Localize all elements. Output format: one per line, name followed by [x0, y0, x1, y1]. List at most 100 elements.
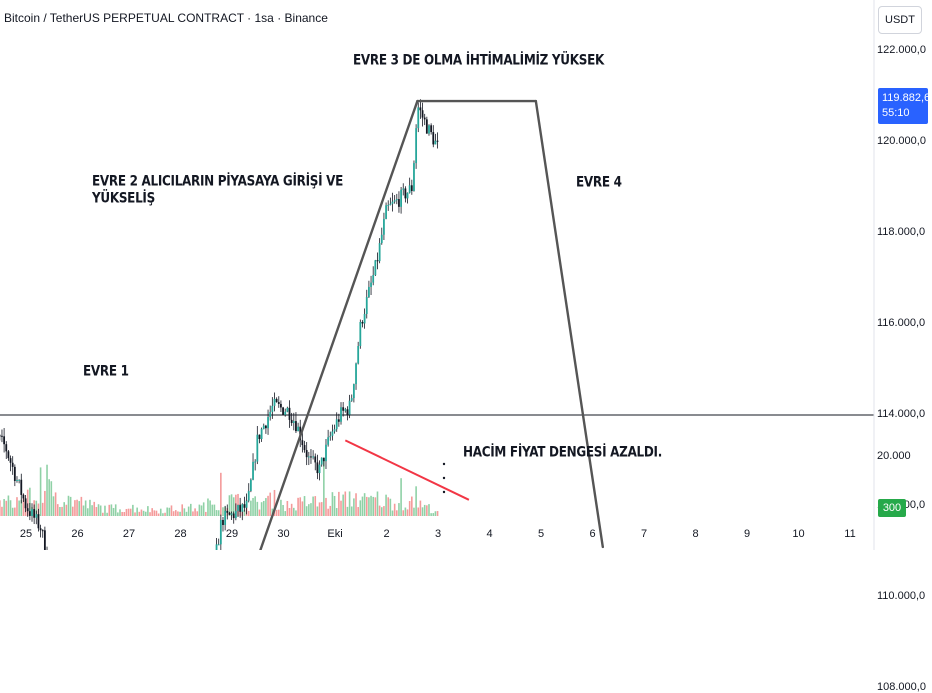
- candle: [284, 408, 287, 417]
- volume-bar: [5, 500, 8, 516]
- volume-bar: [183, 508, 186, 516]
- volume-bar: [213, 504, 216, 516]
- candle: [310, 449, 312, 464]
- volume-bar: [14, 507, 16, 516]
- candle-body: [393, 200, 396, 202]
- candle-body: [436, 140, 439, 142]
- bar-countdown: 55:10: [882, 107, 910, 119]
- candle: [428, 124, 430, 136]
- candle: [282, 406, 284, 416]
- candle: [243, 496, 246, 512]
- volume-bar: [18, 500, 20, 516]
- candle: [417, 102, 420, 133]
- time-tick-label: Eki: [327, 528, 343, 540]
- candle-body: [374, 260, 377, 276]
- candle: [380, 227, 383, 245]
- candle: [301, 432, 304, 453]
- candle-body: [247, 490, 250, 501]
- volume-bar: [217, 510, 220, 516]
- candle-body: [316, 462, 319, 474]
- price-chart[interactable]: [0, 0, 932, 550]
- volume-bar: [378, 505, 381, 516]
- volume-bars: [0, 459, 439, 516]
- candle-body: [273, 398, 276, 406]
- candle-body: [256, 434, 259, 462]
- candle-body: [41, 530, 44, 532]
- candle: [277, 396, 280, 408]
- candle-body: [217, 544, 220, 546]
- volume-bar: [211, 504, 214, 516]
- candle-body: [9, 458, 12, 463]
- candle-body: [421, 110, 424, 118]
- candle: [352, 383, 355, 403]
- candle-body: [432, 132, 435, 145]
- time-tick-label: 9: [743, 528, 751, 540]
- volume-bar: [140, 509, 143, 516]
- price-tick-label: 120.000,0: [877, 135, 926, 147]
- candle-body: [368, 286, 370, 297]
- candle: [297, 422, 299, 432]
- candle: [413, 160, 415, 192]
- candle: [267, 409, 269, 435]
- currency-button[interactable]: USDT: [878, 6, 922, 34]
- candle-body: [35, 514, 38, 518]
- volume-bar: [314, 496, 317, 516]
- candle-body: [430, 125, 433, 133]
- volume-bar: [338, 491, 340, 516]
- candle: [252, 453, 254, 481]
- volume-bar: [102, 512, 104, 516]
- volume-bar: [127, 508, 130, 516]
- candle: [333, 424, 336, 434]
- volume-bar: [346, 506, 349, 516]
- candle: [372, 266, 375, 286]
- candle-body: [395, 199, 398, 201]
- volume-bar: [344, 491, 347, 516]
- volume-bar: [310, 503, 312, 516]
- volume-bar: [71, 506, 74, 516]
- candle: [398, 191, 400, 213]
- volume-bar: [329, 505, 332, 516]
- candle-body: [22, 494, 25, 499]
- candle-body: [219, 519, 222, 545]
- volume-bar: [290, 503, 293, 516]
- candle: [43, 526, 46, 550]
- volume-bar: [50, 481, 53, 516]
- volume-bar: [265, 498, 267, 516]
- candle-body: [286, 407, 289, 412]
- volume-bar: [370, 495, 372, 516]
- candle-body: [301, 440, 304, 446]
- volume-bar: [138, 511, 141, 516]
- volume-bar: [273, 489, 276, 516]
- candle: [215, 538, 218, 550]
- candle: [383, 212, 385, 241]
- time-tick-label: 25: [19, 528, 33, 540]
- candle: [434, 133, 437, 145]
- candle-body: [408, 185, 411, 193]
- annotation-phase2-line1: EVRE 2 ALICILARIN PİYASAYA GİRİŞİ VE: [92, 173, 344, 190]
- candle: [16, 476, 18, 483]
- candle-body: [241, 504, 244, 512]
- volume-bar: [35, 500, 38, 516]
- volume-bar: [342, 494, 344, 516]
- volume-bar: [277, 509, 280, 516]
- candle: [232, 511, 235, 524]
- candle-body: [337, 419, 340, 422]
- volume-bar: [56, 504, 59, 516]
- volume-bar: [262, 500, 265, 516]
- volume-bar: [325, 497, 327, 516]
- candle-body: [260, 428, 263, 440]
- volume-bar: [308, 504, 310, 516]
- candle-body: [361, 321, 364, 324]
- candle: [226, 504, 229, 520]
- candle: [395, 193, 398, 205]
- candle-body: [434, 140, 437, 145]
- time-tick-label: 10: [792, 528, 805, 540]
- time-tick-label: 30: [277, 528, 290, 540]
- volume-bar: [209, 500, 211, 516]
- volume-note-dots: [442, 462, 446, 494]
- candle: [425, 116, 428, 134]
- candle: [408, 177, 411, 194]
- candle: [22, 493, 25, 503]
- candle-body: [249, 479, 252, 491]
- candle: [5, 441, 8, 459]
